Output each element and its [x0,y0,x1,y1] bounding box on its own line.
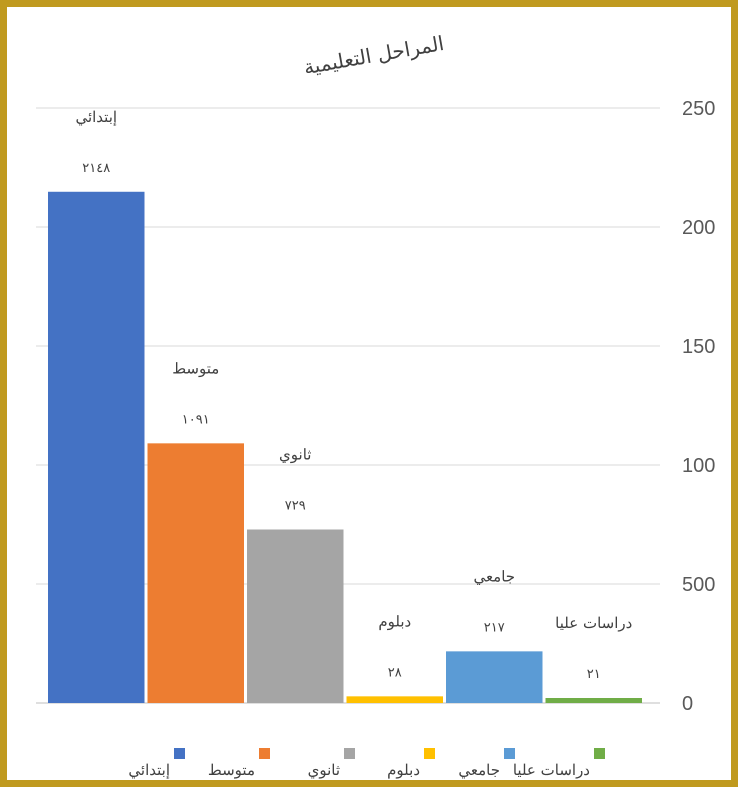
bar-category-label: إبتدائي [75,108,117,126]
bar-category-label: متوسط [172,359,219,377]
bar-category-label: ثانوي [279,445,311,463]
bar-value-label: ٢١٧ [484,620,505,635]
bar-value-label: ١٠٩١ [182,412,210,427]
y-tick-label: 0 [682,693,693,715]
bar-value-label: ٢١ [587,667,601,682]
legend-swatch [344,748,355,759]
bar-category-label: دبلوم [378,612,411,630]
legend-label: إبتدائي [128,761,170,779]
bar [247,529,344,703]
chart-title: المراحل التعليمية [302,31,446,79]
bar-value-label: ٢١٤٨ [82,161,110,176]
legend-swatch [504,748,515,759]
y-tick-label: 200 [682,217,715,239]
legend-label: دبلوم [387,761,420,779]
y-tick-label: 150 [682,336,715,358]
y-tick-label: 250 [682,98,715,120]
legend-swatch [174,748,185,759]
y-tick-label: 100 [682,455,715,477]
y-tick-label: 500 [682,574,715,596]
legend-swatch [594,748,605,759]
data-labels: ٢١٤٨ إبتدائي ١٠٩١ متوسط ٧٢٩ ثانوي ٢٨ دبلوم ٢١٧ جا… [75,108,632,682]
legend-label: جامعي [458,761,500,779]
legend: إبتدائي متوسط ثانوي دبلوم جامعي دراسات عليا [128,748,605,779]
bar-value-label: ٧٢٩ [285,498,306,513]
bar [346,696,443,703]
legend-swatch [259,748,270,759]
legend-label: دراسات عليا [513,761,590,779]
bar [48,191,145,703]
bar [147,443,244,703]
bar-category-label: جامعي [473,567,515,585]
legend-label: متوسط [208,761,255,779]
y-axis-ticks: 0 500 100 150 200 250 [682,98,715,715]
bar-category-label: دراسات عليا [555,614,632,632]
legend-swatch [424,748,435,759]
bars [48,191,642,703]
legend-label: ثانوي [308,761,340,779]
bar [545,698,642,703]
bar [446,651,543,703]
bar-value-label: ٢٨ [388,665,402,680]
